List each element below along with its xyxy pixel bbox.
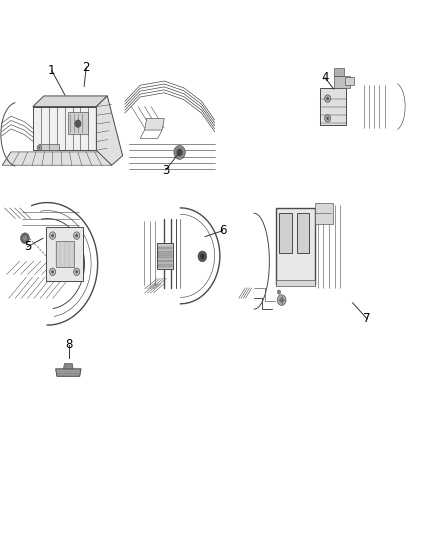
Polygon shape (158, 251, 172, 254)
Circle shape (198, 251, 207, 262)
Polygon shape (2, 152, 112, 165)
Circle shape (75, 234, 78, 237)
Text: 1: 1 (48, 64, 56, 77)
Polygon shape (68, 112, 88, 134)
Circle shape (200, 254, 205, 259)
Polygon shape (158, 260, 172, 262)
Circle shape (277, 290, 281, 294)
Circle shape (74, 268, 80, 276)
Text: 8: 8 (65, 338, 72, 351)
Polygon shape (334, 68, 344, 76)
Circle shape (326, 97, 329, 100)
Polygon shape (33, 96, 107, 107)
Text: 4: 4 (321, 71, 329, 84)
Polygon shape (158, 255, 172, 258)
Circle shape (325, 95, 331, 102)
Text: 2: 2 (82, 61, 90, 74)
Circle shape (37, 145, 42, 150)
Circle shape (39, 147, 40, 149)
Text: 7: 7 (363, 312, 371, 325)
Polygon shape (158, 247, 172, 249)
Polygon shape (145, 118, 164, 130)
Polygon shape (334, 76, 350, 88)
Polygon shape (297, 213, 309, 253)
Circle shape (23, 236, 27, 241)
Polygon shape (39, 144, 59, 150)
Polygon shape (276, 208, 315, 285)
Circle shape (49, 232, 56, 239)
Polygon shape (320, 88, 346, 125)
Circle shape (51, 234, 54, 237)
Polygon shape (158, 264, 172, 266)
Circle shape (177, 149, 183, 156)
Text: 6: 6 (219, 224, 226, 237)
Text: 3: 3 (162, 164, 169, 176)
Circle shape (49, 268, 56, 276)
Circle shape (75, 270, 78, 273)
Polygon shape (46, 227, 83, 281)
Circle shape (326, 117, 329, 120)
Circle shape (174, 146, 185, 159)
Polygon shape (157, 243, 173, 269)
Circle shape (325, 115, 331, 122)
Polygon shape (33, 107, 96, 150)
Circle shape (277, 295, 286, 305)
Circle shape (74, 232, 80, 239)
Polygon shape (276, 280, 315, 286)
Text: 5: 5 (24, 240, 31, 253)
Polygon shape (96, 96, 123, 165)
Polygon shape (345, 77, 354, 85)
Polygon shape (64, 364, 73, 369)
Polygon shape (56, 369, 81, 376)
Polygon shape (315, 203, 333, 224)
Circle shape (51, 270, 54, 273)
Circle shape (279, 297, 284, 303)
Polygon shape (56, 241, 74, 266)
Polygon shape (279, 213, 292, 253)
Circle shape (75, 120, 81, 127)
Circle shape (21, 233, 29, 244)
